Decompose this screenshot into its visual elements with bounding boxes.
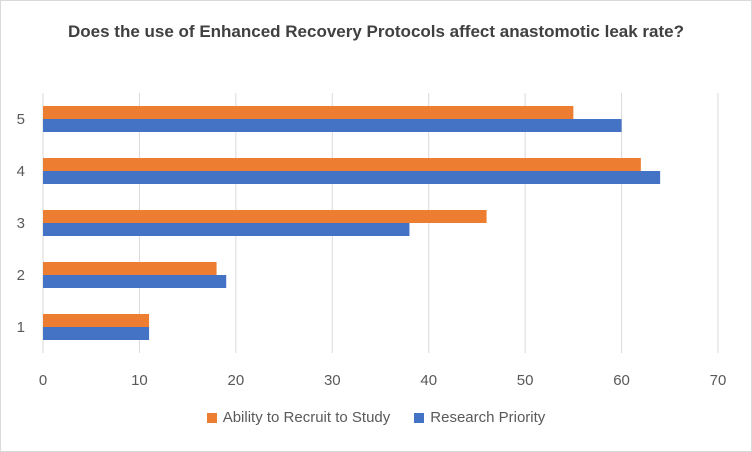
legend-item-priority: Research Priority: [414, 409, 545, 426]
legend-label-recruit: Ability to Recruit to Study: [222, 409, 391, 426]
bar-priority-1: [43, 327, 150, 340]
bar-recruit-4: [43, 158, 641, 171]
y-tick-label-2: 2: [17, 267, 25, 284]
legend-label-priority: Research Priority: [430, 409, 546, 426]
bar-priority-2: [43, 275, 227, 288]
chart-title: Does the use of Enhanced Recovery Protoc…: [68, 22, 684, 41]
x-tick-label-10: 10: [131, 372, 148, 389]
x-tick-label-0: 0: [39, 372, 47, 389]
bar-recruit-5: [43, 106, 574, 119]
bar-recruit-2: [43, 262, 217, 275]
bar-priority-4: [43, 171, 661, 184]
x-tick-label-70: 70: [710, 372, 727, 389]
y-tick-label-1: 1: [17, 319, 25, 336]
x-tick-label-30: 30: [324, 372, 341, 389]
bar-recruit-1: [43, 314, 150, 327]
y-tick-label-4: 4: [17, 163, 25, 180]
legend: Ability to Recruit to Study Research Pri…: [1, 409, 751, 426]
x-tick-label-60: 60: [613, 372, 630, 389]
bar-priority-5: [43, 119, 622, 132]
x-tick-label-40: 40: [420, 372, 437, 389]
y-tick-label-3: 3: [17, 215, 25, 232]
x-tick-label-20: 20: [228, 372, 245, 389]
x-tick-label-50: 50: [517, 372, 534, 389]
y-tick-label-5: 5: [17, 111, 25, 128]
bar-recruit-3: [43, 210, 487, 223]
legend-swatch-priority: [414, 412, 425, 423]
legend-swatch-recruit: [206, 412, 217, 423]
legend-item-recruit: Ability to Recruit to Study: [206, 409, 391, 426]
bar-priority-3: [43, 223, 410, 236]
